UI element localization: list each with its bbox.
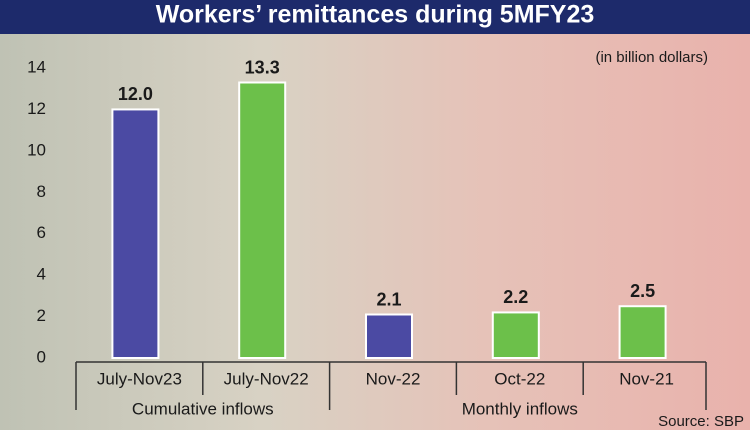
value-label: 13.3	[245, 57, 280, 77]
group-label: Cumulative inflows	[132, 399, 274, 418]
subtitle: (in billion dollars)	[595, 49, 708, 66]
x-tick-label: Oct-22	[494, 369, 545, 388]
value-label: 12.0	[118, 84, 153, 104]
value-label: 2.1	[376, 289, 401, 309]
y-tick-label: 10	[27, 140, 46, 159]
bar	[618, 305, 667, 360]
value-label: 2.2	[503, 287, 528, 307]
bar	[491, 311, 540, 359]
x-tick-label: July-Nov22	[224, 369, 309, 388]
y-tick-label: 12	[27, 99, 46, 118]
x-tick-label: July-Nov23	[97, 369, 182, 388]
y-tick-label: 0	[37, 347, 46, 366]
bar	[111, 108, 160, 359]
x-tick-label: Nov-22	[366, 369, 421, 388]
x-tick-label: Nov-21	[619, 369, 674, 388]
title-bar	[0, 0, 750, 34]
y-tick-label: 2	[37, 306, 46, 325]
bar	[238, 81, 287, 359]
y-tick-label: 8	[37, 182, 46, 201]
y-tick-label: 6	[37, 223, 46, 242]
y-tick-label: 14	[27, 57, 46, 76]
source: Source: SBP	[658, 413, 744, 430]
y-tick-label: 4	[37, 265, 46, 284]
bar	[365, 313, 413, 359]
chart-title: Workers’ remittances during 5MFY23	[156, 1, 595, 29]
value-label: 2.5	[630, 281, 655, 301]
group-label: Monthly inflows	[462, 399, 578, 418]
